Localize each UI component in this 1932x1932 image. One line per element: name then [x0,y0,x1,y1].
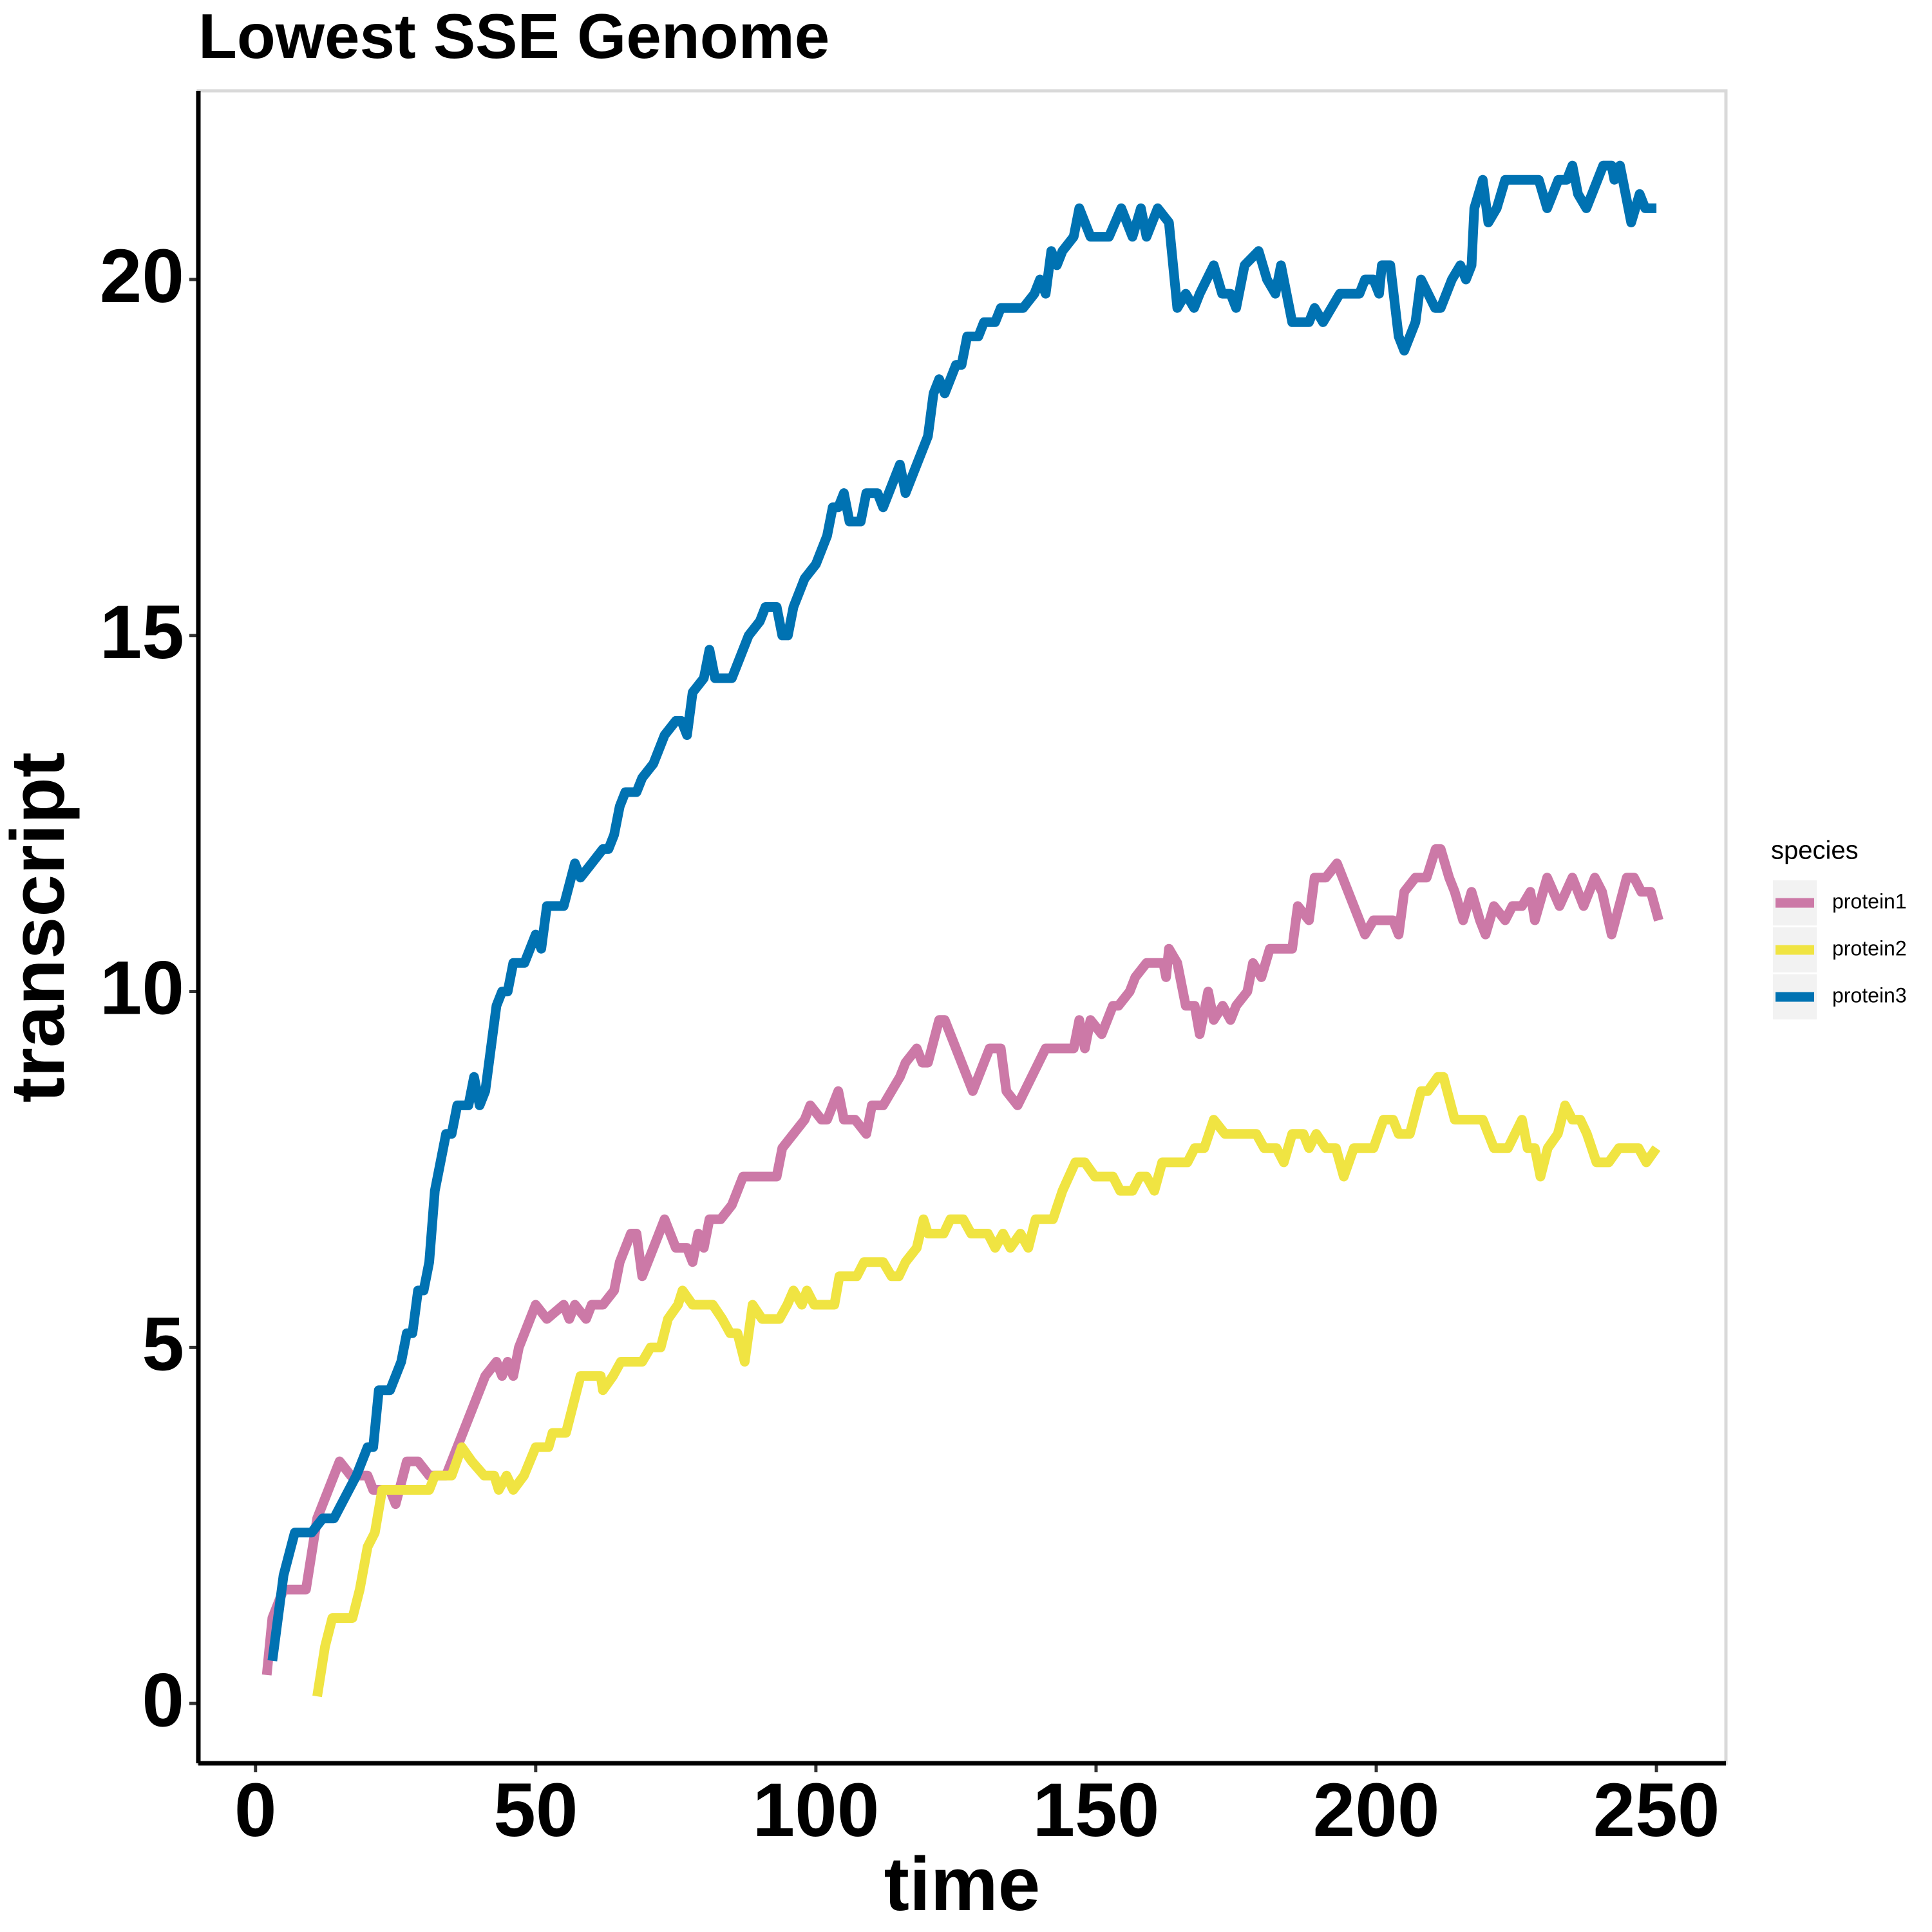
series-line [267,160,1657,1662]
y-tick-label: 5 [142,1302,184,1387]
chart-title: Lowest SSE Genome [198,1,829,71]
x-tick-label: 0 [234,1768,277,1853]
y-tick-label: 15 [100,590,184,675]
legend-title: species [1771,837,1859,865]
x-tick-label: 200 [1313,1768,1440,1853]
x-tick-label: 100 [752,1768,879,1853]
legend-label: protein1 [1832,889,1907,913]
series-line [312,1072,1661,1698]
y-tick-label: 20 [100,234,184,319]
y-tick-label: 0 [142,1658,184,1743]
x-tick-label: 50 [493,1768,578,1853]
x-tick-label: 250 [1593,1768,1720,1853]
x-axis-title: time [884,1842,1041,1927]
y-axis-title: transcript [0,752,80,1103]
legend-label: protein3 [1832,983,1907,1007]
legend-label: protein2 [1832,936,1907,960]
series-line [261,844,1663,1676]
x-tick-label: 150 [1033,1768,1160,1853]
y-tick-label: 10 [100,946,184,1031]
